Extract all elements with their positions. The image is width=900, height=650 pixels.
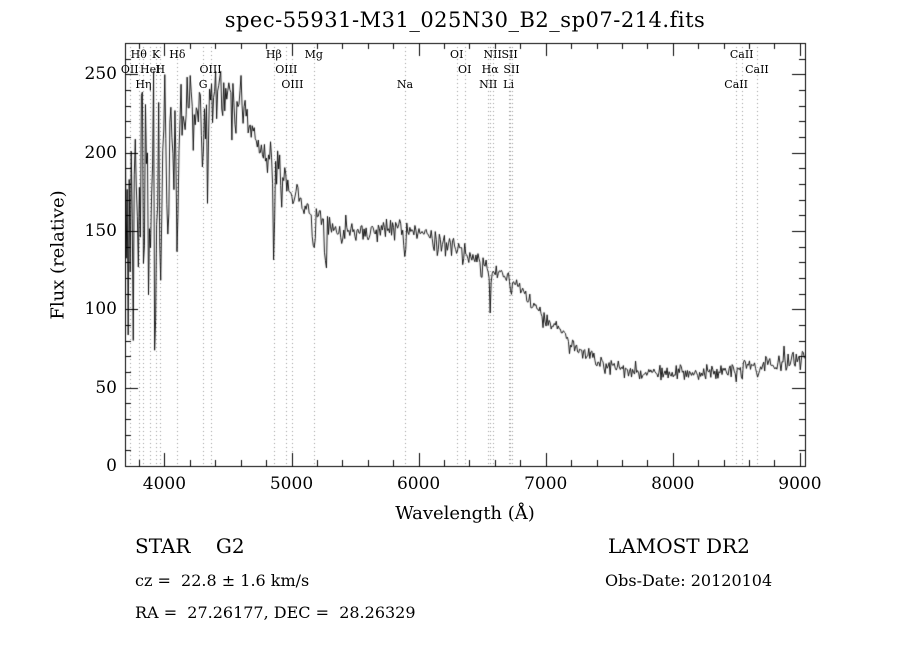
y-axis-label: Flux (relative): [47, 190, 69, 320]
cz-value: cz = 22.8 ± 1.6 km/s: [135, 571, 310, 590]
obs-date-value: Obs-Date: 20120104: [605, 571, 773, 590]
survey-label: LAMOST DR2: [608, 534, 750, 558]
x-axis-label: Wavelength (Å): [395, 503, 535, 524]
object-class-label: STAR G2: [135, 534, 245, 558]
ra-dec-value: RA = 27.26177, DEC = 28.26329: [135, 603, 416, 622]
